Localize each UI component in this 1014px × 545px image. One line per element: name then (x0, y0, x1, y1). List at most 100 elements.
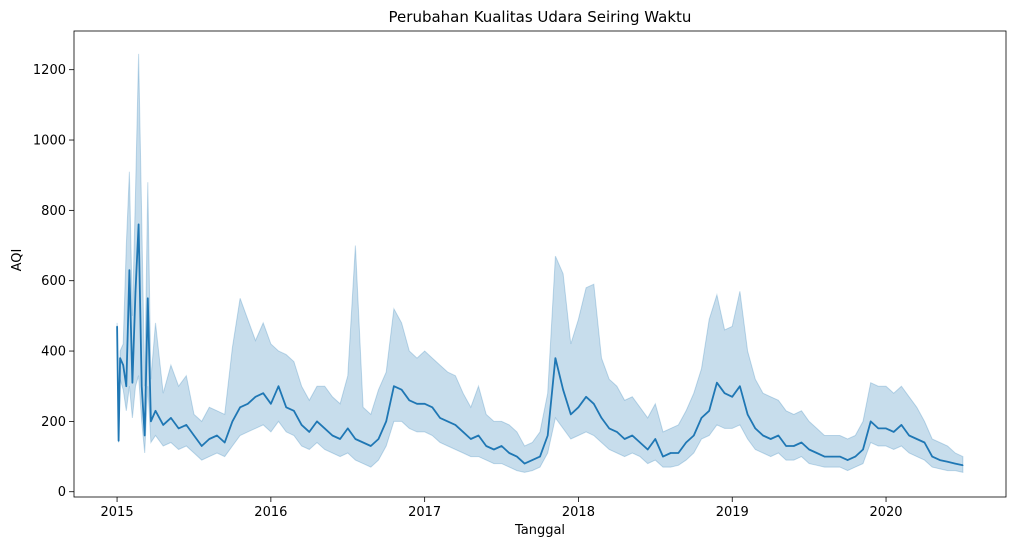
data-point (693, 434, 695, 437)
y-axis: 0 200 400 600 800 1000 1200 (33, 63, 74, 500)
data-point (150, 420, 152, 422)
data-point (639, 441, 641, 444)
data-point (508, 452, 510, 454)
data-point (393, 385, 395, 387)
data-point (608, 427, 610, 429)
data-point (716, 382, 718, 384)
data-point (262, 392, 264, 394)
data-point (624, 438, 626, 440)
data-point (170, 417, 172, 419)
data-point (308, 431, 310, 433)
data-point (854, 456, 856, 458)
data-point (962, 464, 964, 466)
data-point (416, 403, 418, 405)
data-point (447, 420, 449, 422)
data-point (131, 382, 133, 384)
data-point (454, 424, 456, 426)
data-point (439, 417, 441, 419)
data-point (185, 424, 187, 426)
data-point (531, 459, 533, 461)
data-point (793, 445, 795, 447)
data-point (141, 385, 143, 387)
data-point (908, 434, 910, 437)
data-point (862, 448, 864, 451)
data-point (128, 269, 130, 271)
chart-title: Perubahan Kualitas Udara Seiring Waktu (389, 8, 692, 26)
data-point (354, 438, 356, 440)
data-point (138, 223, 140, 225)
data-point (424, 403, 426, 405)
data-point (939, 459, 941, 461)
data-point (118, 440, 120, 442)
data-point (677, 452, 680, 454)
plot-frame (73, 30, 1007, 498)
data-point (762, 434, 764, 437)
data-point (631, 434, 633, 437)
x-tick-label: 2020 (869, 505, 902, 520)
data-point (231, 420, 233, 422)
data-point (739, 385, 741, 387)
y-tick-label: 0 (58, 485, 66, 500)
data-point (324, 427, 326, 429)
data-point (777, 434, 780, 437)
data-point (916, 438, 918, 440)
data-point (339, 438, 341, 440)
x-tick-label: 2018 (562, 505, 595, 520)
data-point (154, 410, 157, 412)
data-point (493, 448, 495, 451)
data-point (877, 427, 879, 429)
data-point (119, 357, 121, 359)
x-tick-label: 2015 (101, 505, 134, 520)
data-point (893, 431, 895, 433)
data-point (539, 456, 541, 458)
y-axis-label: AQI (10, 249, 25, 272)
data-point (370, 445, 372, 447)
data-point (885, 427, 887, 429)
data-point (477, 434, 480, 437)
y-tick-label: 200 (41, 415, 66, 430)
data-point (700, 417, 703, 419)
data-point (731, 396, 733, 398)
data-point (670, 452, 672, 454)
data-point (839, 456, 841, 458)
data-point (385, 420, 387, 422)
data-point (647, 448, 649, 451)
data-point (178, 427, 180, 429)
data-point (570, 413, 572, 415)
data-point (831, 456, 833, 458)
data-point (547, 434, 549, 437)
data-point (931, 456, 933, 458)
data-point (216, 434, 218, 437)
data-point (724, 392, 726, 394)
data-point (347, 427, 349, 429)
data-point (147, 297, 149, 299)
data-point (954, 463, 956, 465)
data-point (585, 396, 587, 398)
data-point (870, 420, 872, 422)
data-point (247, 403, 249, 405)
data-point (485, 445, 487, 447)
data-point (524, 463, 526, 465)
data-point (201, 445, 203, 447)
data-point (816, 452, 818, 454)
data-point (408, 399, 410, 401)
data-point (654, 438, 656, 440)
data-point (293, 410, 295, 412)
data-point (134, 290, 137, 292)
data-point (577, 406, 580, 408)
series-0-confidence-band (116, 53, 964, 474)
data-point (125, 385, 127, 387)
data-point (685, 441, 687, 444)
y-tick-label: 1200 (33, 63, 66, 78)
data-point (923, 441, 926, 444)
data-point (193, 434, 195, 437)
y-tick-label: 400 (41, 345, 66, 360)
data-point (401, 389, 403, 391)
data-point (785, 445, 787, 447)
data-point (808, 448, 810, 451)
data-point (316, 420, 318, 422)
x-tick-label: 2017 (408, 505, 441, 520)
data-point (254, 396, 257, 398)
data-point (770, 438, 772, 440)
